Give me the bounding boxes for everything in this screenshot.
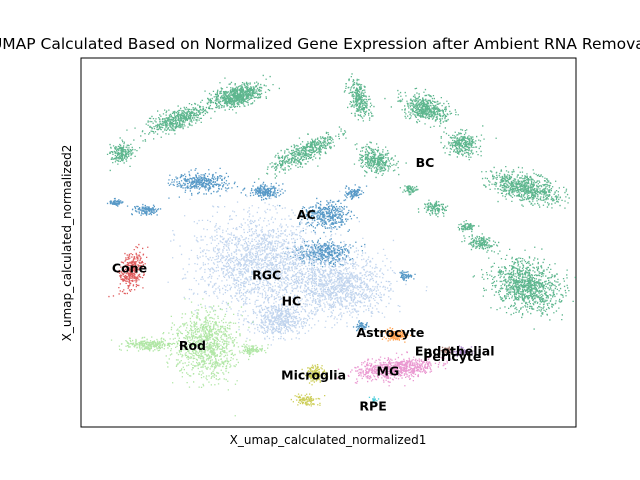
cluster-label-rod: Rod: [179, 338, 206, 353]
cluster-blob-bc-6: [353, 141, 407, 179]
scatter-point-group: [240, 181, 286, 207]
scatter-point-group: [126, 93, 221, 149]
y-axis-label: X_umap_calculated_normalized2: [60, 145, 74, 342]
scatter-point-group: [232, 344, 269, 357]
scatter-point-group: [108, 243, 149, 298]
scatter-point-group: [472, 246, 576, 330]
scatter-point-group: [384, 87, 459, 128]
scatter-point-group: [337, 351, 463, 387]
scatter-point-group: [481, 166, 570, 209]
cluster-label-pericyte: Pericyte: [423, 349, 481, 364]
cluster-blob-microglia-34: [301, 364, 329, 386]
cluster-blob-bc-7: [440, 125, 497, 161]
cluster-blob-rod-28: [110, 336, 179, 352]
cluster-label-rgc: RGC: [252, 268, 281, 283]
scatter-point-group: [440, 346, 456, 355]
chart-title: UMAP Calculated Based on Normalized Gene…: [0, 35, 640, 53]
cluster-blob-bc-10: [417, 199, 449, 218]
cluster-label-mg: MG: [377, 364, 400, 379]
x-axis-label: X_umap_calculated_normalized1: [230, 433, 427, 447]
cluster-blob-rod-29: [232, 344, 269, 357]
cluster-blob-ac-17: [284, 237, 366, 268]
cluster-blob-hc-25: [237, 298, 317, 341]
scatter-point-group: [379, 327, 412, 343]
cluster-blob-ac-20: [338, 184, 368, 201]
cluster-blob-ac-14: [167, 167, 246, 199]
cluster-blob-bc-2: [384, 87, 459, 128]
scatter-point-group: [399, 185, 419, 196]
scatter-point-group: [353, 141, 407, 179]
cluster-blob-bc-1: [343, 73, 375, 122]
cluster-blob-cone-26: [108, 243, 149, 298]
cluster-blob-ac-18: [126, 203, 162, 216]
scatter-point-group: [290, 393, 326, 407]
scatter-point-group: [301, 364, 329, 386]
cluster-label-microglia: Microglia: [281, 367, 346, 382]
cluster-blob-ac-21: [399, 270, 416, 282]
cluster-label-ac: AC: [297, 207, 316, 222]
cluster-blob-bc-9: [472, 246, 576, 330]
cluster-blob-bc-3: [126, 93, 221, 149]
scatter-point-group: [457, 220, 480, 233]
scatter-point-group: [237, 298, 317, 341]
cluster-blob-ac-22: [352, 320, 370, 332]
cluster-blob-ac-19: [106, 197, 124, 207]
scatter-point-group: [126, 203, 162, 216]
cluster-label-endothelial: Endothelial: [415, 343, 495, 358]
cluster-blob-microglia-35: [290, 393, 326, 407]
cluster-blob-bc-0: [193, 74, 280, 114]
scatter-point-group: [399, 270, 416, 282]
scatter-point-group: [157, 298, 254, 417]
scatter-point-group: [167, 167, 246, 199]
scatter-point-group: [193, 74, 280, 114]
scatter-point-group: [258, 126, 347, 180]
scatter-point-group: [110, 336, 179, 352]
cluster-blob-ac-15: [240, 181, 286, 207]
scatter-point-group: [343, 73, 375, 122]
scatter-point-group: [106, 197, 124, 207]
scatter-point-group: [352, 320, 370, 332]
cluster-label-bc: BC: [416, 155, 435, 170]
cluster-blob-endothelial-31: [440, 346, 456, 355]
cluster-blob-mg-33: [337, 351, 463, 387]
cluster-blob-bc-8: [481, 166, 570, 209]
cluster-blob-rod-27: [157, 298, 254, 417]
scatter-point-group: [440, 125, 497, 161]
scatter-point-group: [417, 199, 449, 218]
scatter-point-group: [338, 184, 368, 201]
cluster-label-hc: HC: [282, 294, 302, 309]
cluster-blob-bc-13: [461, 233, 500, 253]
scatter-point-group: [461, 233, 500, 253]
scatter-point-group: [299, 197, 358, 234]
cluster-blob-pericyte-32: [449, 345, 475, 360]
cluster-blob-bc-12: [399, 185, 419, 196]
cluster-blob-bc-4: [106, 137, 141, 172]
cluster-blob-rpe-36: [368, 396, 380, 405]
scatter-point-group: [368, 396, 380, 405]
scatter-points: [106, 73, 576, 417]
cluster-blob-bc-5: [258, 126, 347, 180]
scatter-point-group: [284, 237, 366, 268]
cluster-blob-bc-11: [457, 220, 480, 233]
cluster-label-cone: Cone: [112, 260, 147, 275]
scatter-point-group: [106, 137, 141, 172]
cluster-label-astrocyte: Astrocyte: [356, 325, 424, 340]
cluster-blob-ac-16: [299, 197, 358, 234]
cluster-blob-astrocyte-30: [379, 327, 412, 343]
cluster-label-rpe: RPE: [359, 399, 386, 414]
scatter-point-group: [449, 345, 475, 360]
